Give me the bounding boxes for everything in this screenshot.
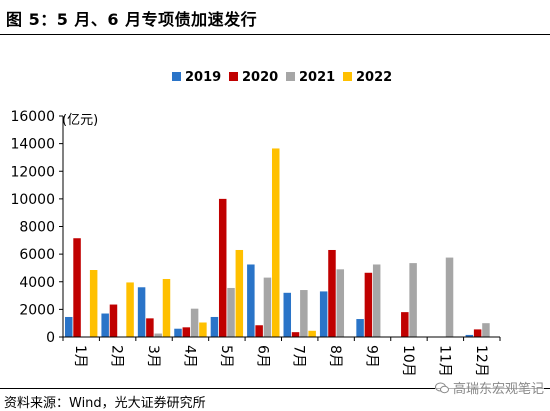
bar-2019	[356, 319, 364, 337]
x-axis: 1月 2月 3月 4月 5月 6月 7月 8月 9月 10月 11月 12月	[62, 336, 501, 377]
bar-2020	[291, 332, 300, 337]
bar-2021	[263, 277, 272, 337]
legend-swatch-2022	[343, 72, 352, 81]
legend-label: 2022	[356, 70, 392, 85]
bar-2021	[300, 290, 308, 337]
x-tick-label: 5月	[218, 345, 234, 368]
x-tick-label: 10月	[400, 345, 416, 377]
legend-label: 2021	[299, 70, 335, 85]
bar-2019	[137, 287, 146, 337]
y-tick-label: 2000	[19, 302, 55, 318]
source-note: 资料来源：Wind，光大证券研究所	[4, 396, 206, 411]
bar-2022	[271, 148, 280, 337]
y-tick-label: 12000	[10, 164, 55, 180]
bar-2020	[182, 327, 191, 337]
y-tick-label: 4000	[19, 275, 55, 291]
bar-2022	[199, 322, 207, 337]
y-axis: 0 2000 4000 6000 8000 10000 12000 14000 16000	[10, 109, 64, 346]
y-tick-label: 0	[46, 330, 55, 346]
bar-2019	[101, 313, 109, 337]
bar-2021	[409, 263, 417, 337]
bar-2021	[482, 323, 490, 337]
bar-2019	[319, 291, 328, 337]
watermark: 高瑞东宏观笔记	[434, 378, 544, 397]
x-tick-label: 9月	[364, 345, 380, 368]
legend-label: 2020	[242, 70, 278, 85]
bar-2020	[364, 272, 373, 337]
x-tick-label: 11月	[436, 345, 452, 377]
y-tick-label: 8000	[19, 220, 55, 236]
bar-2019	[210, 316, 219, 337]
footer-rule	[0, 388, 550, 389]
y-tick-label: 10000	[10, 192, 55, 208]
title-rule	[0, 34, 550, 35]
legend-swatch-2021	[286, 72, 295, 81]
bar-2019	[174, 328, 182, 337]
x-tick-label: 1月	[72, 345, 88, 368]
bar-2020	[109, 304, 118, 337]
y-tick-label: 16000	[10, 109, 55, 125]
bar-2021	[336, 269, 345, 337]
bar-2022	[308, 330, 316, 337]
bar-2020	[73, 238, 81, 337]
bar-2019	[283, 292, 292, 337]
bar-2019	[65, 316, 73, 337]
x-tick-label: 12月	[473, 345, 489, 377]
x-tick-label: 2月	[109, 345, 125, 368]
legend: 2019 2020 2021 2022	[172, 70, 392, 85]
x-tick-label: 8月	[327, 345, 343, 368]
bar-2021	[190, 308, 199, 337]
bar-2020	[255, 325, 263, 337]
bar-2022	[126, 282, 134, 337]
legend-label: 2019	[185, 70, 221, 85]
x-tick-label: 3月	[145, 345, 161, 368]
legend-swatch-2020	[229, 72, 238, 81]
chart-title: 图 5：5 月、6 月专项债加速发行	[6, 10, 258, 29]
bar-chart: 2019 2020 2021 2022 (亿元) 0 2000 4000 6000 8000 1…	[10, 70, 501, 377]
bars	[65, 148, 490, 337]
bar-2021	[227, 287, 235, 337]
bar-2022	[235, 249, 244, 337]
bar-2020	[401, 312, 409, 337]
y-tick-label: 14000	[10, 137, 55, 153]
x-tick-label: 4月	[181, 345, 197, 368]
bar-2019	[465, 334, 474, 337]
x-tick-label: 7月	[291, 345, 307, 368]
bar-2022	[162, 278, 171, 337]
bar-2021	[154, 333, 162, 337]
unit-label: (亿元)	[62, 113, 98, 128]
legend-swatch-2019	[172, 72, 181, 81]
wechat-icon	[434, 382, 449, 393]
bar-2020	[328, 249, 336, 337]
x-tick-label: 6月	[254, 345, 270, 368]
bar-2019	[247, 264, 255, 337]
y-tick-label: 6000	[19, 247, 55, 263]
watermark-text: 高瑞东宏观笔记	[452, 382, 544, 397]
bar-2022	[89, 270, 98, 337]
bar-2020	[218, 198, 227, 337]
bar-2020	[473, 329, 482, 337]
bar-2021	[445, 257, 454, 337]
bar-2020	[146, 318, 154, 337]
bar-2021	[372, 264, 381, 337]
